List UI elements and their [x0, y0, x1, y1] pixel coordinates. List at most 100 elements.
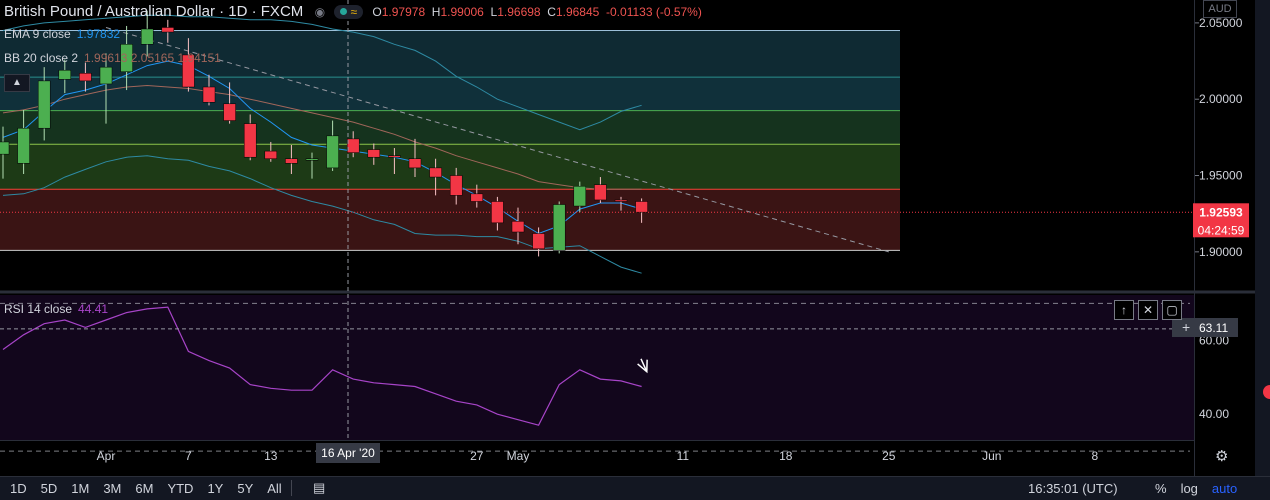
candle-body — [594, 184, 607, 201]
candle-body — [511, 221, 525, 233]
fib-zone — [0, 77, 900, 111]
candle — [140, 10, 154, 57]
candle-body — [79, 73, 92, 82]
candle-body — [161, 27, 175, 33]
candle-body — [0, 141, 10, 155]
candle-body — [305, 158, 319, 161]
range-button-5d[interactable]: 5D — [40, 481, 58, 496]
candle — [635, 198, 648, 223]
range-button-1m[interactable]: 1M — [71, 481, 90, 496]
time-tick-label: 18 — [779, 449, 793, 463]
maximize-icon[interactable]: ▢ — [1162, 300, 1182, 320]
eye-icon[interactable]: ◉ — [314, 5, 326, 19]
range-button-1y[interactable]: 1Y — [207, 481, 224, 496]
time-tick-label: 13 — [264, 449, 278, 463]
candle-body — [491, 201, 504, 224]
candle-body — [17, 127, 30, 164]
candle — [17, 109, 30, 174]
candle — [37, 67, 51, 141]
candle — [552, 201, 566, 254]
clock-readout[interactable]: 16:35:01 (UTC) — [1028, 481, 1118, 496]
range-button-all[interactable]: All — [267, 481, 282, 496]
time-tick-label: May — [507, 449, 530, 463]
candle — [408, 138, 422, 178]
candle — [99, 53, 113, 124]
candle — [161, 19, 175, 43]
time-tick-label: Apr — [97, 449, 116, 463]
candle — [223, 82, 236, 124]
time-tick-label: 25 — [882, 449, 896, 463]
close-icon[interactable]: ✕ — [1138, 300, 1158, 320]
candle-body — [58, 69, 72, 80]
candle — [264, 141, 278, 162]
candle-body — [408, 158, 422, 169]
price-axis[interactable] — [1195, 0, 1255, 476]
candle — [470, 184, 484, 208]
currency-badge[interactable]: AUD — [1203, 0, 1237, 18]
candle — [429, 158, 442, 196]
market-status-pill[interactable]: ≈ — [334, 5, 364, 19]
bb-legend[interactable]: BB 20 close 2 1.99613 2.05165 1.94151 — [4, 51, 221, 65]
candle — [388, 148, 401, 174]
rsi-pane[interactable] — [0, 295, 1195, 440]
rsi-tick-label: 40.00 — [1199, 407, 1229, 421]
calendar-icon[interactable]: ▤ — [313, 480, 326, 495]
auto-scale-toggle[interactable]: auto — [1211, 481, 1238, 496]
alert-icon[interactable] — [1263, 385, 1270, 399]
range-button-6m[interactable]: 6M — [135, 481, 154, 496]
fib-zone — [0, 189, 900, 251]
candle-body — [552, 204, 566, 251]
candle — [346, 131, 360, 158]
fib-zone — [0, 110, 900, 145]
candle-body — [573, 185, 587, 207]
bottom-toolbar: 1D 5D 1M 3M 6M YTD 1Y 5Y All ▤ 16:35:01 (UTC) % … — [0, 476, 1270, 500]
symbol-legend: British Pound / Australian Dollar · 1D ·… — [4, 3, 702, 20]
candle-body — [367, 149, 381, 158]
candle — [594, 177, 607, 203]
rsi-arrow-annotation[interactable] — [637, 358, 648, 374]
svg-text:04:24:59: 04:24:59 — [1198, 223, 1245, 237]
candle-body — [470, 193, 484, 202]
range-button-5y[interactable]: 5Y — [237, 481, 254, 496]
candle-body — [532, 233, 545, 250]
range-button-3m[interactable]: 3M — [103, 481, 122, 496]
candle-body — [120, 44, 133, 72]
percent-toggle[interactable]: % — [1155, 481, 1167, 496]
candle — [326, 120, 339, 171]
candle — [367, 143, 381, 165]
symbol-title[interactable]: British Pound / Australian Dollar · 1D ·… — [4, 3, 304, 20]
collapse-legend-button[interactable]: ▲ — [4, 74, 30, 92]
candle-body — [223, 103, 236, 121]
candle — [182, 38, 195, 92]
bb-middle-line — [2, 84, 642, 190]
price-tick-label: 2.05000 — [1199, 16, 1243, 30]
range-button-1d[interactable]: 1D — [10, 481, 27, 496]
move-up-icon[interactable]: ↑ — [1114, 300, 1134, 320]
range-button-ytd[interactable]: YTD — [167, 481, 194, 496]
candle — [243, 114, 257, 161]
last-price-label: 1.92593 04:24:59 — [1193, 203, 1249, 238]
right-scrollbar[interactable] — [1255, 0, 1270, 476]
svg-text:1.92593: 1.92593 — [1199, 205, 1243, 219]
rsi-pane-controls: ↑ ✕ ▢ — [1114, 300, 1182, 320]
rsi-legend[interactable]: RSI 14 close 44.41 — [4, 302, 109, 316]
gear-icon[interactable]: ⚙ — [1215, 448, 1229, 465]
time-tick-label: 11 — [677, 449, 690, 463]
toolbar-divider — [291, 480, 292, 496]
candle-body — [635, 201, 648, 213]
candle — [120, 25, 133, 91]
time-tick-label: 27 — [470, 449, 484, 463]
candle — [532, 227, 545, 257]
candle — [202, 74, 216, 106]
price-tick-label: 1.90000 — [1199, 245, 1243, 259]
log-toggle[interactable]: log — [1180, 481, 1198, 496]
candle-body — [37, 80, 51, 129]
rsi-crosshair-label: + 63.11 — [1172, 318, 1238, 337]
svg-text:63.11: 63.11 — [1199, 321, 1228, 335]
time-tick-label: Jun — [982, 449, 1001, 463]
ema-legend[interactable]: EMA 9 close 1.97832 — [4, 27, 121, 41]
candle — [449, 167, 463, 205]
candle-body — [182, 54, 195, 88]
plus-icon: + — [1182, 319, 1190, 335]
